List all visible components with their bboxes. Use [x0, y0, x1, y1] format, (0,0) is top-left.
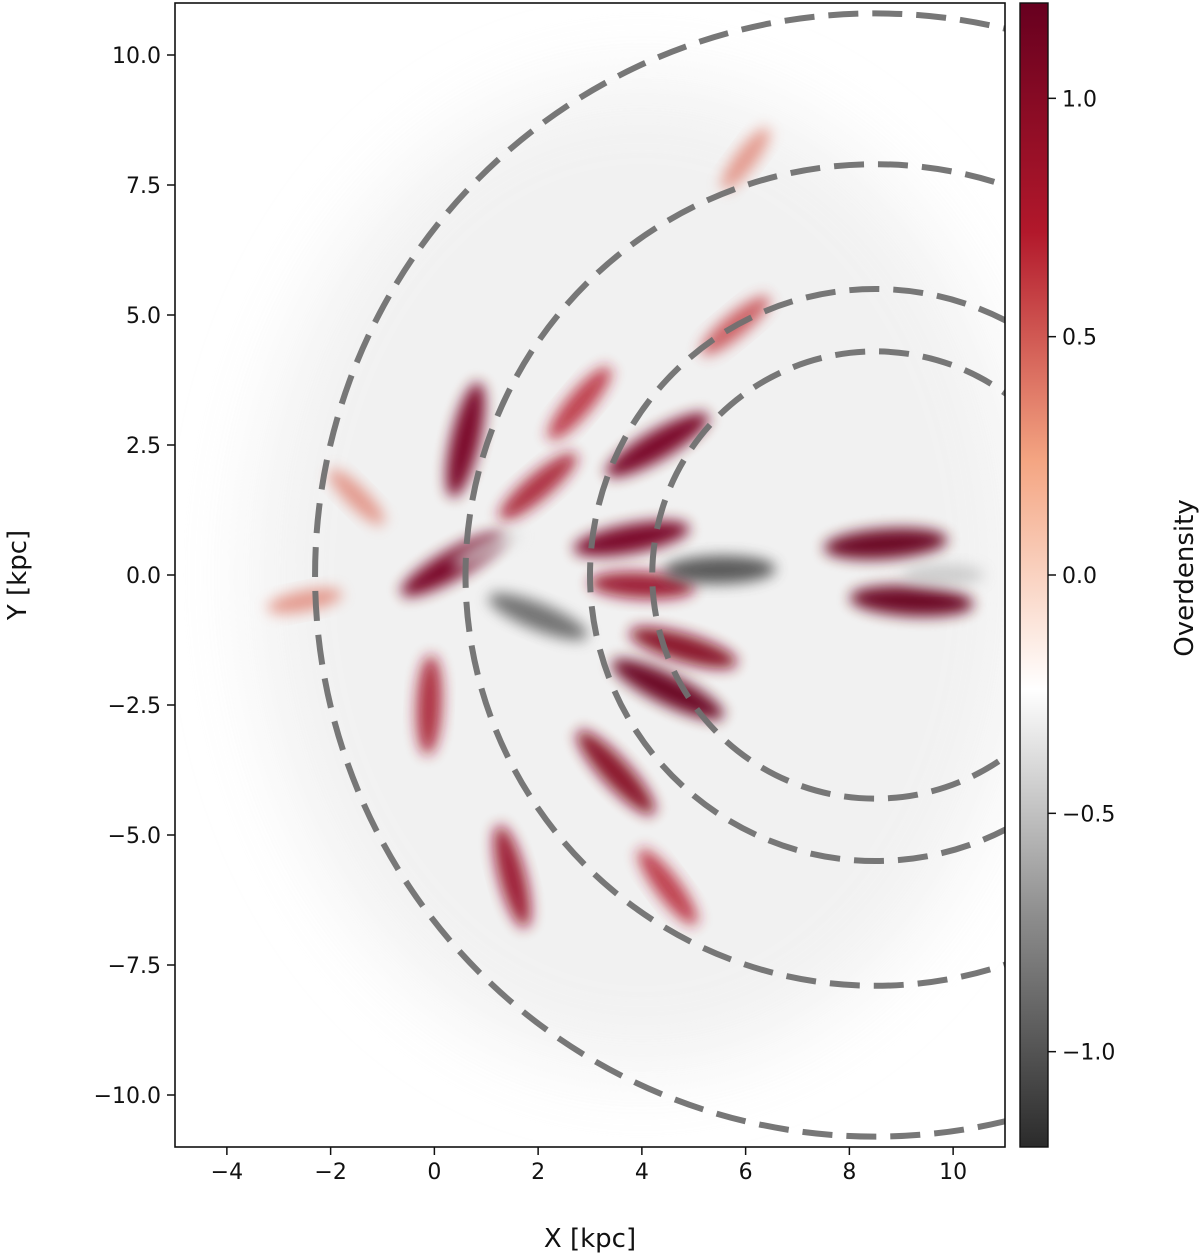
- y-tick-label: 10.0: [112, 44, 161, 69]
- colorbar-tick-label: 0.0: [1062, 564, 1097, 589]
- dashed-arc: [312, 10, 1005, 1140]
- y-axis-label: Y [kpc]: [3, 530, 33, 621]
- colorbar-ticks: 1.0 0.5 0.0 −0.5 −1.0: [1048, 87, 1115, 1066]
- heatmap-feature: [499, 452, 578, 521]
- heatmap-feature: [267, 588, 343, 614]
- dashed-arc: [587, 286, 1005, 864]
- y-axis: 10.0 7.5 5.0 2.5 0.0 −2.5 −5.0 −7.5 −10.0: [94, 44, 175, 1109]
- heatmap-feature: [849, 585, 974, 617]
- x-tick-label: −4: [211, 1160, 243, 1185]
- y-tick-label: −2.5: [108, 694, 161, 719]
- y-tick-label: 5.0: [126, 304, 161, 329]
- colorbar-scale: [1019, 2, 1049, 1148]
- y-tick-label: 2.5: [126, 434, 161, 459]
- colorbar-label: Overdensity: [1170, 499, 1200, 656]
- x-tick-label: 8: [842, 1160, 856, 1185]
- heatmap-feature: [588, 571, 695, 600]
- heatmap-feature: [629, 627, 738, 669]
- y-tick-label: 0.0: [126, 564, 161, 589]
- arcs-layer: [312, 10, 1005, 1140]
- dashed-arc: [462, 161, 1005, 989]
- heatmap-feature: [611, 658, 724, 720]
- heatmap-feature: [901, 564, 984, 586]
- colorbar-tick-label: 1.0: [1062, 87, 1097, 112]
- x-tick-label: 2: [531, 1160, 545, 1185]
- heatmap-feature: [576, 730, 656, 815]
- x-tick-label: 6: [739, 1160, 753, 1185]
- x-axis: −4 −2 0 2 4 6 8 10: [211, 1147, 967, 1185]
- y-tick-label: 7.5: [126, 174, 161, 199]
- colorbar: 1.0 0.5 0.0 −0.5 −1.0 Overdensity: [1019, 2, 1200, 1148]
- heatmap-feature: [451, 529, 521, 569]
- x-tick-label: 0: [427, 1160, 441, 1185]
- heatmap-layer: [252, 81, 1005, 1069]
- plot-area: [174, 2, 1006, 1148]
- heatmap-feature: [638, 848, 698, 926]
- heatmap-feature: [573, 520, 690, 557]
- heatmap-feature: [663, 555, 776, 584]
- y-tick-label: −10.0: [94, 1084, 161, 1109]
- heatmap-feature: [328, 469, 385, 525]
- x-tick-label: −2: [314, 1160, 346, 1185]
- y-tick-label: −7.5: [108, 954, 161, 979]
- y-tick-label: −5.0: [108, 824, 161, 849]
- x-tick-label: 4: [635, 1160, 649, 1185]
- x-axis-label: X [kpc]: [544, 1224, 636, 1254]
- heatmap-feature: [721, 127, 770, 191]
- heatmap-feature: [493, 825, 531, 929]
- heatmap-feature: [488, 593, 588, 640]
- x-tick-label: 10: [939, 1160, 967, 1185]
- heatmap-feature: [416, 655, 443, 755]
- heatmap-feature: [547, 366, 612, 441]
- colorbar-tick-label: 0.5: [1062, 326, 1097, 351]
- colorbar-tick-label: −1.0: [1062, 1041, 1115, 1066]
- colorbar-tick-label: −0.5: [1062, 802, 1115, 827]
- heatmap-feature: [823, 528, 948, 560]
- heatmap-feature: [446, 382, 485, 498]
- heatmap-feature: [605, 412, 709, 478]
